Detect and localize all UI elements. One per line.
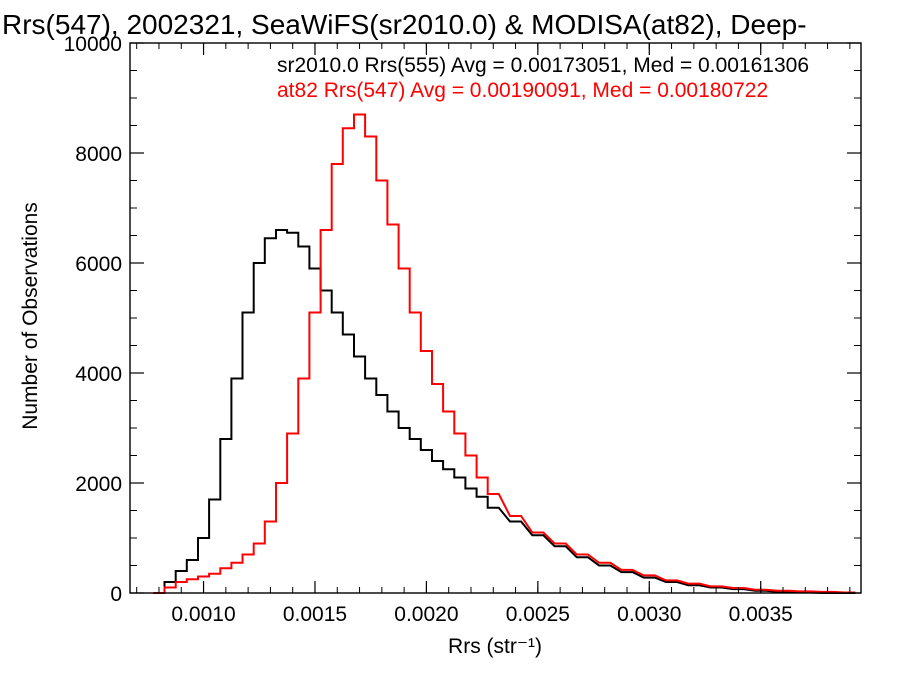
x-tick-label: 0.0035 [729,603,793,626]
x-axis-label: Rrs (str⁻¹) [448,635,542,658]
plot-area [153,113,856,594]
x-tick-label: 0.0015 [283,603,347,626]
y-tick-label: 2000 [75,473,122,496]
x-tick-label: 0.0030 [617,603,681,626]
series-line-1 [153,113,856,594]
x-tick-label: 0.0020 [394,603,458,626]
y-tick-label: 10000 [64,33,122,56]
y-tick-label: 8000 [75,143,122,166]
plot-frame [129,42,862,594]
chart-title: Rrs(547), 2002321, SeaWiFS(sr2010.0) & M… [2,9,807,40]
x-tick-label: 0.0025 [506,603,570,626]
legend-entry-at82: at82 Rrs(547) Avg = 0.00190091, Med = 0.… [277,79,768,102]
y-axis: 0 2000 4000 6000 8000 10000 [64,33,861,606]
legend-entry-sr2010: sr2010.0 Rrs(555) Avg = 0.00173051, Med … [277,54,809,77]
y-tick-label: 0 [110,583,122,606]
series-line-0 [153,229,856,594]
y-tick-label: 4000 [75,363,122,386]
y-axis-label: Number of Observations [19,202,42,430]
x-axis: 0.0010 0.0015 0.0020 0.0025 0.0030 0.0035 [136,43,851,626]
x-tick-label: 0.0010 [171,603,235,626]
y-tick-label: 6000 [75,253,122,276]
